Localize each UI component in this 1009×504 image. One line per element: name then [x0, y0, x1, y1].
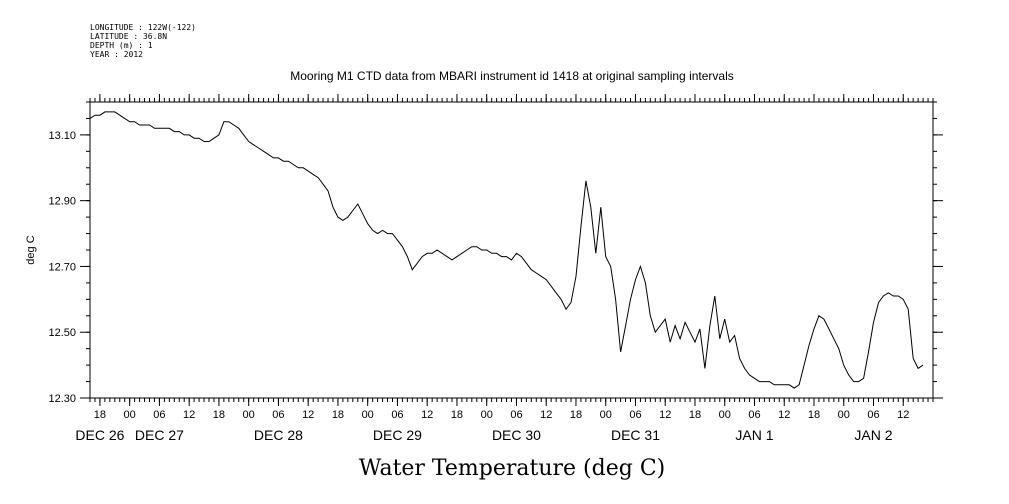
x-tick-label: 12 — [778, 409, 790, 421]
x-day-label: DEC 27 — [135, 427, 184, 443]
x-tick-label: 18 — [213, 409, 225, 421]
x-tick-label: 18 — [332, 409, 344, 421]
x-day-label: JAN 1 — [735, 427, 773, 443]
x-tick-label: 06 — [629, 409, 641, 421]
y-tick-label: 13.10 — [48, 130, 76, 142]
x-tick-label: 18 — [570, 409, 582, 421]
x-tick-label: 06 — [867, 409, 879, 421]
x-tick-label: 06 — [391, 409, 403, 421]
latitude-label: LATITUDE : 36.8N — [90, 32, 167, 41]
x-tick-label: 18 — [451, 409, 463, 421]
x-day-label: DEC 28 — [254, 427, 303, 443]
chart-title: Mooring M1 CTD data from MBARI instrumen… — [290, 69, 734, 83]
x-tick-label: 00 — [719, 409, 731, 421]
axes-group: 18 00 06 12 18 00 06 12 18 00 06 12 18 00 06 12 18 00 06 12… — [48, 94, 943, 443]
x-day-label: DEC 31 — [611, 427, 660, 443]
x-tick-label: 12 — [540, 409, 552, 421]
x-tick-label: 06 — [748, 409, 760, 421]
y-tick-label: 12.90 — [48, 196, 76, 208]
x-day-label: DEC 26 — [75, 427, 124, 443]
x-tick-label: 00 — [362, 409, 374, 421]
x-tick-label: 12 — [897, 409, 909, 421]
x-tick-label: 06 — [272, 409, 284, 421]
x-tick-label: 12 — [183, 409, 195, 421]
x-tick-label: 12 — [659, 409, 671, 421]
x-day-label: DEC 29 — [373, 427, 422, 443]
x-tick-label: 00 — [838, 409, 850, 421]
y-tick-label: 12.50 — [48, 327, 76, 339]
x-tick-label: 12 — [421, 409, 433, 421]
depth-label: DEPTH (m) : 1 — [90, 41, 153, 50]
y-tick-label: 12.70 — [48, 261, 76, 273]
x-tick-label: 18 — [808, 409, 820, 421]
x-tick-label: 06 — [153, 409, 165, 421]
x-day-label: JAN 2 — [854, 427, 892, 443]
x-tick-label: 00 — [481, 409, 493, 421]
x-tick-label: 00 — [243, 409, 255, 421]
bottom-label: Water Temperature (deg C) — [359, 456, 666, 481]
longitude-label: LONGITUDE : 122W(-122) — [90, 23, 196, 32]
y-axis-label: deg C — [25, 235, 37, 264]
x-tick-label: 12 — [302, 409, 314, 421]
y-tick-label: 12.30 — [48, 393, 76, 405]
x-tick-label: 06 — [510, 409, 522, 421]
year-label: YEAR : 2012 — [90, 50, 143, 59]
water-temperature-line — [89, 111, 924, 389]
x-tick-label: 00 — [124, 409, 136, 421]
x-tick-label: 18 — [94, 409, 106, 421]
x-day-label: DEC 30 — [492, 427, 541, 443]
x-tick-label: 00 — [600, 409, 612, 421]
x-tick-label: 18 — [689, 409, 701, 421]
